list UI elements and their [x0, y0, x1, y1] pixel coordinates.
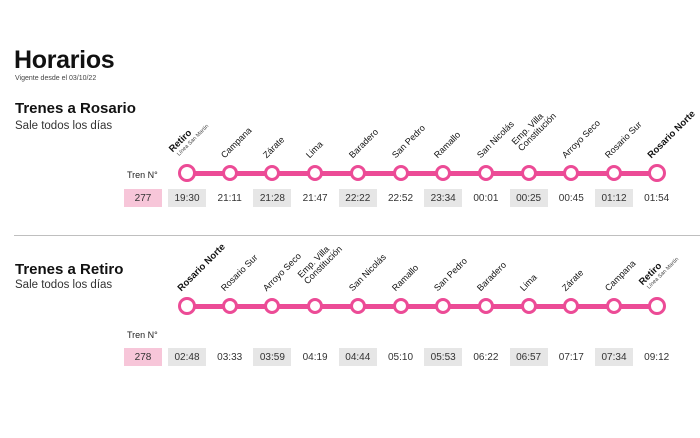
station-name: Lima [517, 272, 539, 293]
station-dot [221, 298, 238, 314]
station-dot [520, 298, 537, 314]
route-line [185, 304, 659, 309]
station-name-text: Campana [218, 125, 254, 160]
station-name: Baradero [474, 259, 509, 293]
departure-time: 01:12 [595, 189, 633, 207]
station-dot [349, 165, 366, 181]
station-dot [435, 165, 452, 181]
station-dot [392, 165, 409, 181]
train-number-label: Tren N° [127, 170, 158, 180]
departure-time: 19:30 [168, 189, 206, 207]
station-name-text: Rosario Sur [602, 119, 644, 160]
departure-time: 07:17 [558, 351, 584, 363]
departure-time: 03:33 [217, 351, 243, 363]
station-name: Campana [218, 125, 254, 160]
station-dot [477, 298, 494, 314]
section-divider [14, 235, 700, 236]
train-number: 278 [124, 348, 162, 366]
station-name: Lima [304, 139, 325, 160]
departure-time: 00:25 [509, 189, 548, 207]
station-name: Baradero [347, 127, 380, 160]
station-name: Rosario Sur [602, 119, 644, 160]
departure-time: 21:11 [217, 192, 242, 204]
station-dot [178, 297, 196, 315]
station-name: Retiro Línea San Martín [637, 249, 680, 292]
station-name-text: Rosario Sur [218, 252, 260, 293]
departure-time: 09:12 [644, 351, 670, 363]
station-dot [264, 298, 281, 314]
station-dot [606, 165, 622, 181]
station-dot [563, 165, 580, 181]
departure-time: 21:28 [253, 189, 292, 207]
station-dot [477, 165, 494, 181]
station-dot [392, 298, 409, 314]
station-name: Arroyo Seco [560, 117, 603, 160]
departure-time: 01:54 [644, 192, 670, 204]
departure-time: 07:34 [595, 348, 633, 366]
station-name: Zárate [261, 134, 287, 160]
station-dot [647, 164, 666, 182]
section-title: Trenes a Rosario [15, 100, 136, 117]
departure-time: 06:57 [509, 348, 548, 366]
station-name-text: Rosario Norte [645, 108, 698, 161]
departure-time: 06:22 [473, 351, 499, 363]
station-name: Ramallo [389, 262, 420, 293]
station-dot [221, 165, 238, 181]
departure-time: 23:34 [424, 189, 463, 207]
departure-time: 04:19 [302, 351, 328, 363]
station-name: Emp. Villa Constitución [509, 105, 557, 153]
train-number-label: Tren N° [127, 330, 158, 340]
departure-time: 02:48 [168, 348, 206, 366]
station-name-text: Zárate [560, 267, 586, 293]
station-name-text: Ramallo [389, 262, 420, 293]
station-dot [520, 165, 537, 181]
station-dot [307, 298, 324, 314]
station-name: Rosario Sur [218, 252, 260, 293]
departure-time: 22:22 [338, 189, 377, 207]
station-name-text: Campana [602, 258, 638, 293]
station-name-text: Baradero [474, 259, 509, 293]
station-name-text: San Nicolás [346, 251, 388, 293]
station-name: San Nicolás [346, 251, 388, 293]
station-name-text: Arroyo Seco [560, 117, 603, 160]
station-name: Zárate [560, 267, 586, 293]
departure-time: 04:44 [338, 348, 377, 366]
station-name: Emp. Villa Constitución [296, 238, 344, 286]
station-dot [647, 297, 666, 315]
station-dot [349, 298, 366, 314]
station-name-text: San Pedro [432, 255, 470, 293]
station-name: Rosario Norte [645, 108, 698, 161]
station-name: Campana [602, 258, 638, 293]
departure-time: 00:01 [473, 192, 499, 204]
station-name-text: Lima [517, 272, 539, 293]
station-dot [563, 298, 580, 314]
station-name: Retiro Línea San Martín [167, 116, 211, 159]
station-name: Ramallo [432, 129, 463, 160]
station-dot [307, 165, 324, 181]
section-subtitle: Sale todos los días [15, 120, 113, 132]
station-name: San Pedro [389, 122, 427, 160]
route-line [185, 171, 659, 176]
departure-time: 05:10 [387, 351, 414, 363]
train-number: 277 [124, 189, 162, 207]
station-name-text: Zárate [261, 134, 287, 160]
station-dot [264, 165, 281, 181]
section-subtitle: Sale todos los días [15, 279, 113, 291]
section-title: Trenes a Retiro [15, 261, 124, 278]
station-dot [178, 164, 196, 182]
station-name-text: San Pedro [389, 122, 427, 160]
departure-time: 00:45 [558, 192, 584, 204]
departure-time: 03:59 [253, 348, 292, 366]
station-name: San Pedro [432, 255, 470, 293]
valid-from-note: Vigente desde el 03/10/22 [15, 75, 97, 82]
departure-time: 05:53 [424, 348, 463, 366]
station-name-text: Ramallo [432, 129, 463, 160]
station-dot [435, 298, 452, 314]
station-dot [606, 298, 622, 314]
departure-time: 21:47 [302, 192, 328, 204]
station-name-text: Lima [304, 139, 325, 160]
station-name-text: Baradero [346, 126, 380, 160]
departure-time: 22:52 [387, 192, 414, 204]
page-title: Horarios [14, 46, 115, 74]
